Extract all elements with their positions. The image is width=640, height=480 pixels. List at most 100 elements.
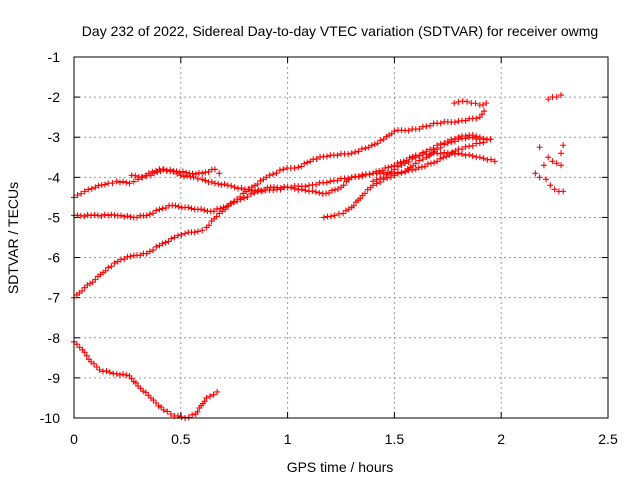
data-point [151, 170, 158, 177]
data-point [377, 175, 384, 182]
data-point [216, 170, 223, 177]
series-track-d [71, 136, 494, 221]
data-point [312, 188, 319, 195]
data-point [162, 204, 169, 211]
data-point [437, 120, 444, 127]
data-point [182, 230, 189, 237]
data-point [560, 188, 567, 195]
data-point [163, 167, 170, 174]
data-point [483, 100, 490, 107]
data-point [301, 160, 308, 167]
data-point [185, 414, 192, 421]
data-point [228, 182, 235, 189]
data-points [71, 92, 567, 421]
data-point [362, 190, 369, 197]
data-point [327, 178, 334, 185]
data-point [137, 385, 144, 392]
data-point [230, 199, 237, 206]
data-point [210, 208, 217, 215]
data-point [402, 160, 409, 167]
data-point [536, 144, 543, 151]
data-point [358, 145, 365, 152]
data-point [291, 165, 298, 172]
data-point [191, 229, 198, 236]
data-point [123, 372, 130, 379]
data-point [405, 159, 412, 166]
data-point [127, 253, 134, 260]
data-point [415, 164, 422, 171]
data-point [348, 150, 355, 157]
data-point [424, 160, 431, 167]
data-point [362, 145, 369, 152]
data-point [476, 134, 483, 141]
data-point [476, 154, 483, 161]
x-tick-label: 0.5 [171, 431, 191, 447]
data-point [551, 186, 558, 193]
data-point [128, 375, 135, 382]
data-point [168, 235, 175, 242]
data-point [277, 185, 284, 192]
data-point [92, 184, 99, 191]
data-point [124, 212, 131, 219]
data-point [397, 159, 404, 166]
y-tick-label: -1 [48, 49, 61, 65]
data-point [223, 203, 230, 210]
data-point [190, 174, 197, 181]
data-point [473, 133, 480, 140]
data-point [469, 132, 476, 139]
data-point [398, 169, 405, 176]
data-point [428, 160, 435, 167]
data-point [434, 158, 441, 165]
data-point [340, 182, 347, 189]
data-point [385, 164, 392, 171]
data-point [350, 202, 357, 209]
data-point [167, 410, 174, 417]
data-point [462, 117, 469, 124]
data-point [391, 166, 398, 173]
data-point [96, 366, 103, 373]
data-point [331, 212, 338, 219]
data-point [102, 267, 109, 274]
x-tick-labels: 0 0.5 1 1.5 2 2.5 [70, 431, 618, 447]
data-point [145, 392, 152, 399]
data-point [440, 154, 447, 161]
x-tick-label: 1.5 [385, 431, 405, 447]
data-point [480, 101, 487, 108]
data-point [323, 179, 330, 186]
data-point [421, 163, 428, 170]
data-point [532, 170, 539, 177]
data-point [491, 158, 498, 165]
data-point [120, 371, 127, 378]
data-point [121, 256, 128, 263]
data-point [394, 163, 401, 170]
data-point [79, 287, 86, 294]
data-point [155, 402, 162, 409]
grid [74, 57, 608, 418]
data-point [123, 179, 130, 186]
data-point [270, 187, 277, 194]
data-point [132, 172, 139, 179]
data-point [426, 153, 433, 160]
data-point [451, 100, 458, 107]
data-point [103, 367, 110, 374]
series-track-g [370, 132, 483, 185]
data-point [162, 239, 169, 246]
data-point [105, 212, 112, 219]
data-point [189, 411, 196, 418]
data-point [183, 169, 190, 176]
data-point [459, 146, 466, 153]
data-point [251, 189, 258, 196]
data-point [73, 341, 80, 348]
y-tick-label: -7 [48, 290, 61, 306]
data-point [210, 391, 217, 398]
data-point [140, 388, 147, 395]
data-point [109, 180, 116, 187]
data-point [88, 185, 95, 192]
data-point [81, 349, 88, 356]
data-point [412, 154, 419, 161]
data-point [257, 177, 264, 184]
data-point [313, 181, 320, 188]
data-point [101, 211, 108, 218]
data-point [178, 231, 185, 238]
data-point [221, 181, 228, 188]
